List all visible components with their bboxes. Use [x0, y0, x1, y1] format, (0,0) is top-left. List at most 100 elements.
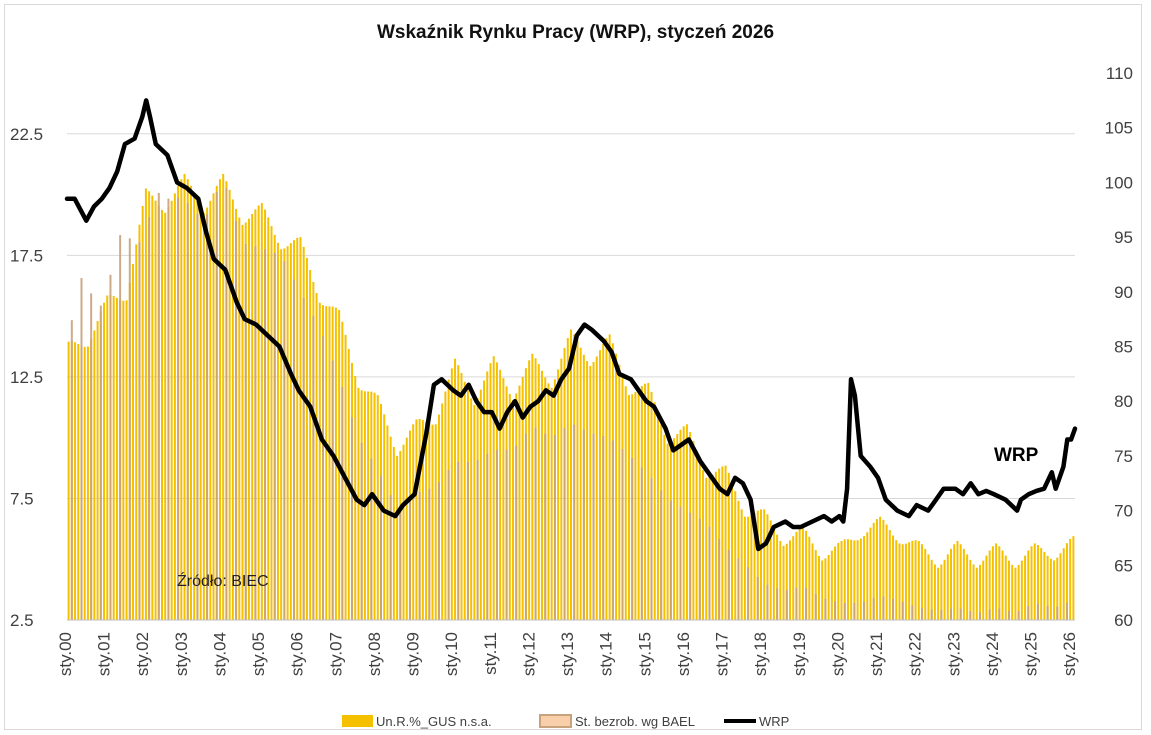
bar-gus	[750, 515, 753, 620]
x-tick-label: sty.15	[635, 632, 654, 676]
bar-gus	[531, 353, 534, 620]
bar-gus	[122, 300, 125, 620]
chart-frame	[4, 4, 1142, 730]
bar-gus	[776, 534, 779, 620]
bar-gus	[93, 330, 96, 620]
bar-gus	[695, 451, 698, 620]
bar-bael	[505, 449, 508, 620]
x-tick-label: sty.04	[211, 632, 230, 676]
bar-gus	[814, 550, 817, 620]
bar-gus	[843, 539, 846, 620]
bar-bael	[611, 440, 614, 620]
x-tick-label: sty.16	[674, 632, 693, 676]
bar-gus	[1001, 550, 1004, 620]
bar-bael	[930, 609, 933, 620]
x-tick-label: sty.13	[558, 632, 577, 676]
bar-gus	[840, 540, 843, 620]
bar-bael	[341, 387, 344, 620]
bar-gus	[940, 564, 943, 620]
legend-swatch-bael	[539, 714, 572, 728]
bar-gus	[972, 564, 975, 620]
bar-bael	[1036, 603, 1039, 620]
bar-bael	[138, 242, 141, 620]
bar-gus	[685, 424, 688, 620]
x-tick-label: sty.12	[519, 632, 538, 676]
bar-bael	[921, 608, 924, 620]
y-right-tick-label: 75	[1114, 447, 1133, 466]
bar-gus	[257, 205, 260, 620]
bar-gus	[1069, 538, 1072, 620]
bar-bael	[244, 243, 247, 620]
wrp-label: WRP	[994, 445, 1039, 466]
bar-gus	[956, 540, 959, 620]
bar-gus	[721, 466, 724, 620]
x-tick-label: sty.24	[983, 632, 1002, 676]
bar-gus	[402, 444, 405, 620]
bar-bael	[312, 316, 315, 620]
x-tick-label: sty.23	[944, 632, 963, 676]
bar-bael	[119, 235, 122, 620]
bar-bael	[466, 461, 469, 620]
bar-bael	[998, 608, 1001, 620]
bar-gus	[383, 414, 386, 620]
bar-gus	[705, 477, 708, 620]
bar-bael	[747, 567, 750, 620]
bar-gus	[376, 395, 379, 620]
bar-gus	[834, 546, 837, 620]
bar-bael	[573, 424, 576, 620]
bar-gus	[908, 542, 911, 620]
bar-bael	[1007, 611, 1010, 620]
bar-bael	[177, 197, 180, 620]
bar-gus	[222, 173, 225, 620]
bar-gus	[885, 524, 888, 620]
bar-bael	[167, 198, 170, 620]
bar-gus	[1014, 567, 1017, 620]
bar-bael	[988, 609, 991, 620]
bar-gus	[827, 554, 830, 620]
bar-gus	[924, 548, 927, 620]
bar-gus	[917, 540, 920, 620]
bar-gus	[1040, 548, 1043, 620]
y-right-tick-label: 60	[1114, 611, 1133, 630]
y-left-tick-label: 12.5	[10, 368, 43, 387]
x-tick-label: sty.08	[365, 632, 384, 676]
bar-bael	[621, 449, 624, 620]
bar-gus	[512, 399, 515, 620]
bar-gus	[676, 434, 679, 620]
bar-gus	[792, 536, 795, 620]
bar-bael	[264, 249, 267, 620]
legend: Un.R.%_GUS n.s.a. St. bezrob. wg BAEL WR…	[342, 714, 789, 729]
x-tick-label: sty.20	[828, 632, 847, 676]
bar-gus	[756, 510, 759, 620]
bar-gus	[692, 441, 695, 620]
bar-gus	[782, 545, 785, 620]
bar-gus	[189, 185, 192, 621]
x-tick-label: sty.21	[867, 632, 886, 676]
bar-gus	[180, 179, 183, 620]
bar-gus	[914, 540, 917, 620]
bar-gus	[714, 471, 717, 620]
bar-bael	[331, 360, 334, 620]
series-wrp-line	[64, 98, 1078, 552]
bar-bael	[389, 495, 392, 620]
bar-gus	[663, 434, 666, 620]
bar-gus	[866, 532, 869, 620]
bar-gus	[218, 179, 221, 620]
bar-bael	[689, 512, 692, 620]
x-tick-label: sty.03	[172, 632, 191, 676]
bar-gus	[473, 404, 476, 620]
y-left-tick-label: 17.5	[10, 246, 43, 265]
y-right-tick-label: 105	[1105, 119, 1133, 138]
bar-bael	[515, 445, 518, 620]
bar-gus	[247, 218, 250, 621]
bar-gus	[489, 363, 492, 620]
bar-gus	[943, 559, 946, 620]
bar-gus	[937, 567, 940, 620]
bar-bael	[843, 602, 846, 620]
y-right-tick-label: 80	[1114, 392, 1133, 411]
bar-gus	[199, 207, 202, 620]
bar-gus	[570, 329, 572, 620]
bar-bael	[476, 459, 479, 620]
x-tick-label: sty.18	[751, 632, 770, 676]
bar-bael	[70, 320, 73, 620]
